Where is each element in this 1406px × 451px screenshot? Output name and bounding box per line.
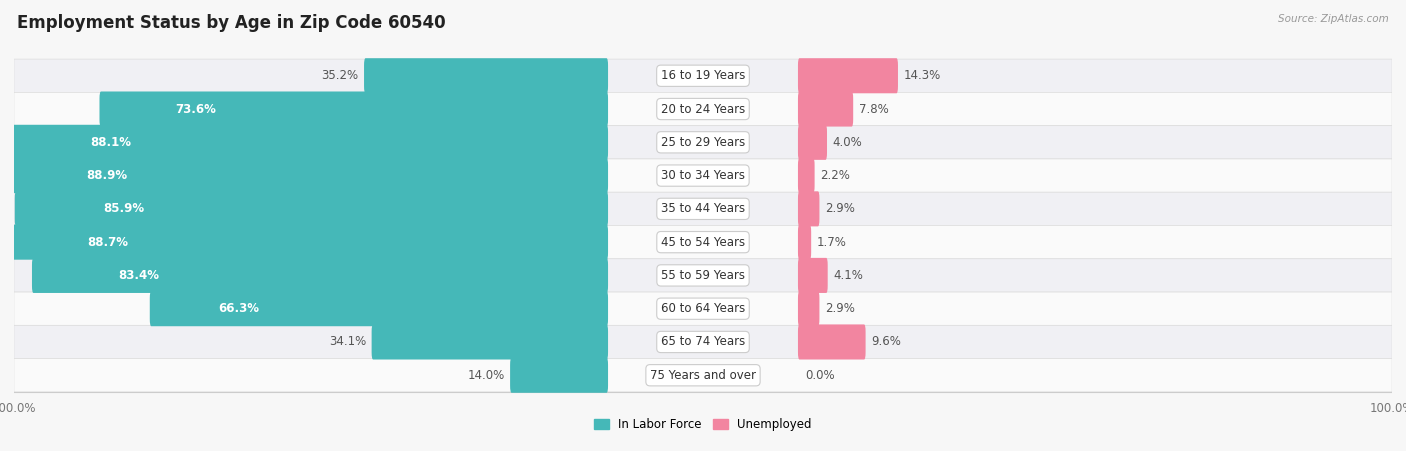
Text: 35 to 44 Years: 35 to 44 Years [661,202,745,216]
FancyBboxPatch shape [14,59,1392,92]
FancyBboxPatch shape [14,159,1392,192]
Text: 88.7%: 88.7% [87,235,128,249]
FancyBboxPatch shape [32,258,607,293]
Text: 2.9%: 2.9% [825,202,855,216]
Text: 4.1%: 4.1% [834,269,863,282]
FancyBboxPatch shape [0,158,607,193]
Text: 34.1%: 34.1% [329,336,366,349]
FancyBboxPatch shape [799,258,828,293]
FancyBboxPatch shape [14,226,1392,259]
Text: 14.3%: 14.3% [904,69,941,82]
Text: 4.0%: 4.0% [832,136,862,149]
Text: 83.4%: 83.4% [118,269,159,282]
FancyBboxPatch shape [799,58,898,93]
Text: Source: ZipAtlas.com: Source: ZipAtlas.com [1278,14,1389,23]
FancyBboxPatch shape [799,125,827,160]
Text: Employment Status by Age in Zip Code 60540: Employment Status by Age in Zip Code 605… [17,14,446,32]
Text: 7.8%: 7.8% [859,102,889,115]
Text: 73.6%: 73.6% [176,102,217,115]
Text: 25 to 29 Years: 25 to 29 Years [661,136,745,149]
Text: 35.2%: 35.2% [322,69,359,82]
FancyBboxPatch shape [799,191,820,226]
FancyBboxPatch shape [799,158,814,193]
FancyBboxPatch shape [14,359,1392,392]
FancyBboxPatch shape [799,225,811,260]
FancyBboxPatch shape [799,92,853,127]
Text: 85.9%: 85.9% [104,202,145,216]
Text: 1.7%: 1.7% [817,235,846,249]
Text: 60 to 64 Years: 60 to 64 Years [661,302,745,315]
Text: 2.9%: 2.9% [825,302,855,315]
FancyBboxPatch shape [364,58,607,93]
Text: 16 to 19 Years: 16 to 19 Years [661,69,745,82]
FancyBboxPatch shape [0,125,607,160]
FancyBboxPatch shape [14,191,607,226]
FancyBboxPatch shape [799,291,820,326]
Text: 2.2%: 2.2% [820,169,851,182]
FancyBboxPatch shape [14,325,1392,359]
FancyBboxPatch shape [371,324,607,359]
Text: 9.6%: 9.6% [872,336,901,349]
FancyBboxPatch shape [510,358,607,393]
Text: 55 to 59 Years: 55 to 59 Years [661,269,745,282]
Text: 30 to 34 Years: 30 to 34 Years [661,169,745,182]
FancyBboxPatch shape [14,292,1392,325]
Text: 75 Years and over: 75 Years and over [650,369,756,382]
Text: 66.3%: 66.3% [218,302,259,315]
Text: 45 to 54 Years: 45 to 54 Years [661,235,745,249]
FancyBboxPatch shape [14,259,1392,292]
FancyBboxPatch shape [799,324,866,359]
Legend: In Labor Force, Unemployed: In Labor Force, Unemployed [589,413,817,436]
FancyBboxPatch shape [0,225,607,260]
FancyBboxPatch shape [100,92,607,127]
FancyBboxPatch shape [14,192,1392,226]
FancyBboxPatch shape [150,291,607,326]
FancyBboxPatch shape [14,92,1392,126]
Text: 88.1%: 88.1% [90,136,132,149]
Text: 88.9%: 88.9% [86,169,127,182]
Text: 20 to 24 Years: 20 to 24 Years [661,102,745,115]
Text: 65 to 74 Years: 65 to 74 Years [661,336,745,349]
Text: 14.0%: 14.0% [467,369,505,382]
FancyBboxPatch shape [14,126,1392,159]
Text: 0.0%: 0.0% [806,369,835,382]
